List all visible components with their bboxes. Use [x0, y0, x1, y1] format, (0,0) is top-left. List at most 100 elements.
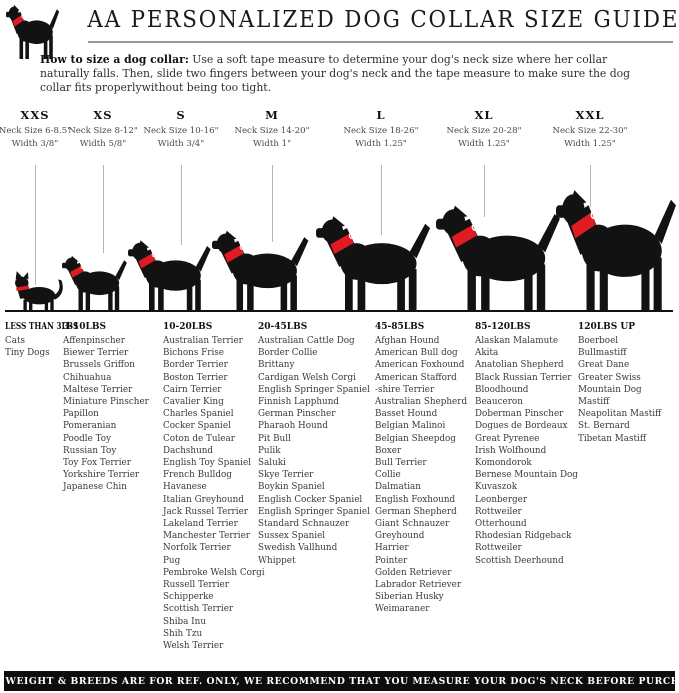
breed-item: Coton de Tulear — [163, 433, 235, 444]
breed-item: Rottweiler — [475, 506, 522, 517]
breed-item: Border Terrier — [163, 360, 228, 371]
weight-group-label: 10-20LBS — [163, 322, 213, 332]
size-width: Width 3/4" — [157, 139, 205, 149]
size-width: Width 5/8" — [79, 139, 127, 149]
breed-item: Bullmastiff — [578, 348, 627, 359]
breed-item: Harrier — [375, 543, 409, 554]
breed-item: Brittany — [258, 360, 295, 371]
size-neck: Neck Size 6-8.5" — [0, 125, 72, 136]
breed-item: American Foxhound — [375, 360, 465, 371]
breed-item: Pulik — [258, 445, 281, 456]
breed-item: English Foxhound — [375, 494, 456, 505]
instructions-body: Use a soft tape measure to determine you… — [40, 53, 631, 95]
breed-item: Boerboel — [578, 336, 619, 346]
size-neck: Neck Size 14-20" — [234, 125, 310, 136]
breed-list: Afghan Hound American Bull dog American Fo… — [375, 335, 473, 616]
size-width: Width 1.25" — [458, 139, 510, 149]
breed-item: Anatolian Shepherd — [475, 360, 564, 371]
breed-item: English Springer Spaniel — [258, 506, 370, 517]
weight-group-label: LESS THAN 3LBS — [5, 322, 79, 332]
breed-list: Cats Tiny Dogs — [5, 335, 61, 359]
breed-item: Alaskan Malamute — [475, 336, 559, 346]
breed-item: Charles Spaniel — [163, 409, 234, 420]
spaniel-silhouette — [212, 228, 310, 310]
breed-item: Tiny Dogs — [5, 348, 50, 359]
size-column-xxs: XXS Neck Size 6-8.5" Width 3/8" — [0, 108, 95, 149]
breed-item: Belgian Sheepdog — [375, 433, 456, 444]
breed-item: Saluki — [258, 458, 286, 469]
terrier-silhouette — [128, 238, 212, 310]
breed-item: Papillon — [63, 409, 99, 420]
breed-item: Basset Hound — [375, 409, 438, 420]
breed-item: American Stafford — [375, 372, 457, 383]
breed-item: Boxer — [375, 445, 402, 456]
breed-item: Mastiff — [578, 397, 610, 408]
breed-item: Scottish Terrier — [163, 604, 234, 615]
breed-item: Doberman Pinscher — [475, 409, 564, 420]
breed-item: English Toy Spaniel — [163, 458, 251, 469]
breed-item: Komondorok — [475, 458, 532, 469]
breed-item: American Bull dog — [375, 348, 458, 359]
size-name: M — [265, 108, 279, 122]
breed-column-45-85lbs: 45-85LBS Afghan Hound American Bull dog Am… — [375, 322, 473, 616]
breed-item: Swedish Vallhund — [258, 543, 338, 554]
breed-item: Toy Fox Terrier — [63, 458, 131, 469]
breed-item: Boston Terrier — [163, 372, 228, 383]
footer-disclaimer-text: DOG WEIGHT & BREEDS ARE FOR REF. ONLY, W… — [0, 675, 679, 687]
breed-item: Kuvaszok — [475, 482, 518, 493]
breed-item: Italian Greyhound — [163, 494, 244, 505]
breed-item: Chihuahua — [63, 372, 112, 383]
size-name: XXL — [575, 108, 605, 122]
breed-item: Brussels Griffon — [63, 360, 135, 371]
dog-logo-icon — [6, 3, 60, 59]
size-width: Width 1.25" — [564, 139, 616, 149]
breed-item: Lakeland Terrier — [163, 519, 238, 530]
breed-item: Dogues de Bordeaux — [475, 421, 568, 432]
size-name: XL — [474, 108, 494, 122]
breed-list: Affenpinscher Biewer Terrier Brussels Grif… — [63, 335, 160, 494]
breed-item: Belgian Malinoi — [375, 421, 446, 432]
ground-line — [5, 310, 673, 312]
size-column-xs: XS Neck Size 8-12" Width 5/8" — [43, 108, 163, 149]
weight-group-label: 45-85LBS — [375, 322, 425, 332]
size-width: Width 1" — [252, 139, 292, 149]
breed-item: Dachshund — [163, 445, 214, 456]
breed-item: -shire Terrier — [375, 384, 435, 395]
pointer-line-xxl — [590, 165, 591, 207]
breed-column-3-10lbs: 3-10LBS Affenpinscher Biewer Terrier Bruss… — [63, 322, 160, 494]
breed-item: Japanese Chin — [63, 482, 127, 493]
retriever-silhouette — [316, 213, 432, 310]
breed-item: Cardigan Welsh Corgi — [258, 372, 356, 383]
breed-item: Schipperke — [163, 592, 214, 603]
breed-item: French Bulldog — [163, 470, 232, 481]
cat-silhouette — [10, 264, 66, 310]
breed-column-10-20lbs: 10-20LBS Australian Terrier Bichons Frise… — [163, 322, 265, 652]
breed-item: Cavalier King — [163, 397, 224, 408]
weight-group-label: 3-10LBS — [63, 322, 106, 332]
breed-item: Pug — [163, 555, 181, 566]
breed-item: Miniature Pinscher — [63, 397, 149, 408]
breed-item: Russell Terrier — [163, 580, 229, 591]
breed-item: English Cocker Spaniel — [258, 494, 363, 505]
pointer-line-m — [272, 165, 273, 242]
pointer-line-l — [381, 165, 382, 235]
breed-item: Labrador Retriever — [375, 580, 462, 591]
breed-list: Australian Cattle Dog Border Collie Britta… — [258, 335, 370, 567]
size-neck: Neck Size 20-28" — [446, 125, 522, 136]
breed-item: Rottweiler — [475, 543, 522, 554]
breed-item: Maltese Terrier — [63, 384, 133, 395]
breed-item: Otterhound — [475, 519, 527, 530]
breed-item: Golden Retriever — [375, 567, 452, 578]
size-name: L — [376, 108, 386, 122]
breed-item: Biewer Terrier — [63, 348, 129, 359]
breed-item: Welsh Terrier — [163, 641, 224, 652]
footer-disclaimer-bar: DOG WEIGHT & BREEDS ARE FOR REF. ONLY, W… — [0, 671, 679, 691]
breed-item: Pit Bull — [258, 433, 291, 444]
breed-item: Afghan Hound — [375, 336, 440, 346]
breed-item: Black Russian Terrier — [475, 372, 572, 383]
breed-column-120lbs-up: 120LBS UP Boerboel Bullmastiff Great Dane G… — [578, 322, 676, 445]
size-column-xxl: XXL Neck Size 22-30" Width 1.25" — [530, 108, 650, 149]
breed-item: Whippet — [258, 555, 296, 566]
breed-item: Pembroke Welsh Corgi — [163, 567, 265, 578]
